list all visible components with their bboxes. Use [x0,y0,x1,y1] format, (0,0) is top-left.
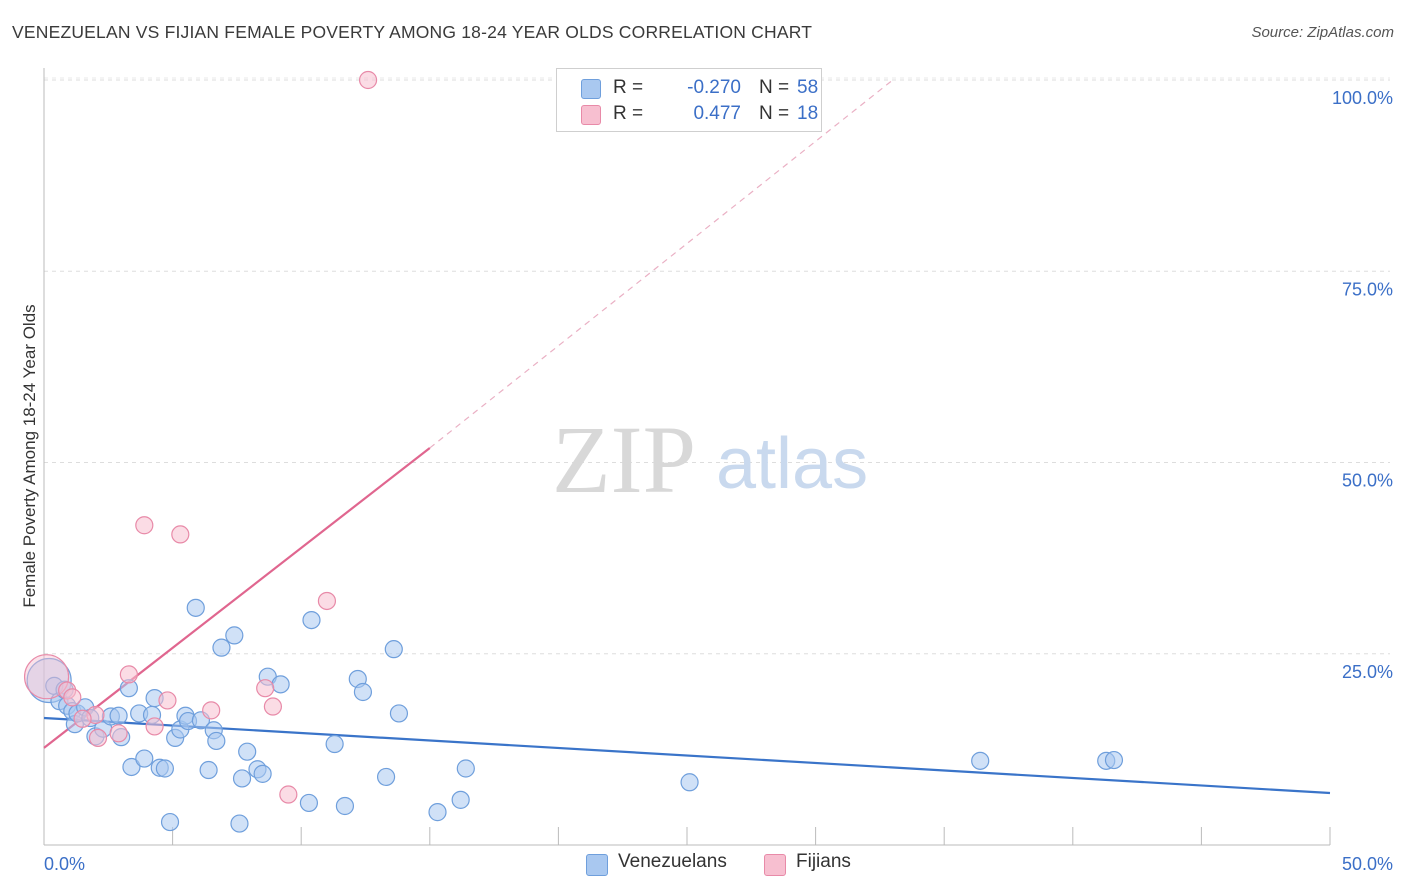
legend-r-value: 0.477 [693,103,741,124]
data-point-venezuelans [1104,750,1124,770]
legend-n-value: 18 [797,103,819,124]
y-axis-label: Female Poverty Among 18-24 Year Olds [20,304,39,608]
data-point-venezuelans [155,759,174,778]
data-point-venezuelans [109,706,128,725]
data-point-venezuelans [971,751,990,770]
data-point-fijians [158,691,177,710]
data-point-fijians [63,688,82,707]
data-point-fijians [171,525,190,544]
legend-n-value: 58 [797,77,819,98]
data-point-fijians [88,728,108,748]
trend-lines [43,79,1331,795]
legend-n-label: N = [759,77,790,98]
data-point-venezuelans [384,640,403,659]
data-point-fijians [73,709,92,728]
legend-r-label: R = [613,77,644,98]
bottom-legend-label-fijians: Fijians [796,851,851,872]
data-point-venezuelans [135,749,154,768]
chart-title: VENEZUELAN VS FIJIAN FEMALE POVERTY AMON… [12,22,813,42]
data-point-venezuelans [302,610,321,630]
bottom-legend-swatch-venezuelans [586,854,608,876]
legend-n-label: N = [759,103,790,124]
data-point-fijians [202,701,221,720]
stats-legend: R = -0.270 N = 58 R = 0.477 N = 18 [556,68,822,132]
data-point-fijians [358,70,378,90]
data-point-fijians [263,697,283,716]
source-credit: Source: ZipAtlas.com [1251,24,1394,41]
data-point-venezuelans [428,803,447,822]
data-point-venezuelans [451,790,470,809]
data-point-fijians [23,654,70,700]
legend-r-value: -0.270 [687,77,741,98]
legend-swatch-fijians [581,105,601,125]
data-point-venezuelans [456,759,475,778]
legend-swatch-venezuelans [581,79,601,99]
data-points [23,70,1124,833]
data-point-fijians [145,717,164,736]
data-point-venezuelans [186,598,205,617]
tick-labels: 25.0% 50.0% 75.0% 100.0% 0.0% 50.0% [44,88,1393,874]
data-point-fijians [317,591,337,611]
data-point-venezuelans [122,757,141,777]
trend-line-venezuelans [43,716,1331,795]
data-point-venezuelans [325,734,344,754]
data-point-fijians [119,665,138,684]
y-tick-label: 25.0% [1342,662,1393,682]
data-point-venezuelans [230,814,249,833]
data-point-venezuelans [335,796,355,816]
x-tick-label: 50.0% [1342,854,1393,874]
data-point-venezuelans [389,704,409,723]
y-tick-label: 50.0% [1342,471,1393,491]
data-point-fijians [135,516,154,535]
bottom-legend-label-venezuelans: Venezuelans [618,851,727,872]
y-tick-label: 75.0% [1342,279,1393,299]
data-point-venezuelans [207,731,226,751]
bottom-legend-swatch-fijians [764,854,786,876]
data-point-venezuelans [212,638,231,657]
y-tick-label: 100.0% [1332,88,1393,108]
data-point-fijians [109,724,128,743]
data-point-venezuelans [299,793,319,813]
data-point-venezuelans [353,682,373,702]
data-point-venezuelans [225,626,244,645]
watermark: ZIP atlas [552,406,868,513]
data-point-venezuelans [238,742,257,761]
data-point-venezuelans [199,760,218,780]
axes [43,68,1331,846]
x-tick-label: 0.0% [44,854,85,874]
legend-r-label: R = [613,103,644,124]
watermark-zip: ZIP [552,406,696,513]
data-point-venezuelans [160,812,180,832]
data-point-venezuelans [376,767,396,787]
trend-line-fijians [43,447,431,749]
grid-lines [44,77,1390,655]
data-point-venezuelans [680,773,699,792]
trend-line-fijians-extension [429,79,894,449]
data-point-venezuelans [253,764,272,783]
data-point-fijians [256,679,275,698]
data-point-venezuelans [232,769,252,788]
data-point-venezuelans [271,675,290,694]
data-point-fijians [279,785,298,804]
watermark-atlas: atlas [716,424,868,504]
